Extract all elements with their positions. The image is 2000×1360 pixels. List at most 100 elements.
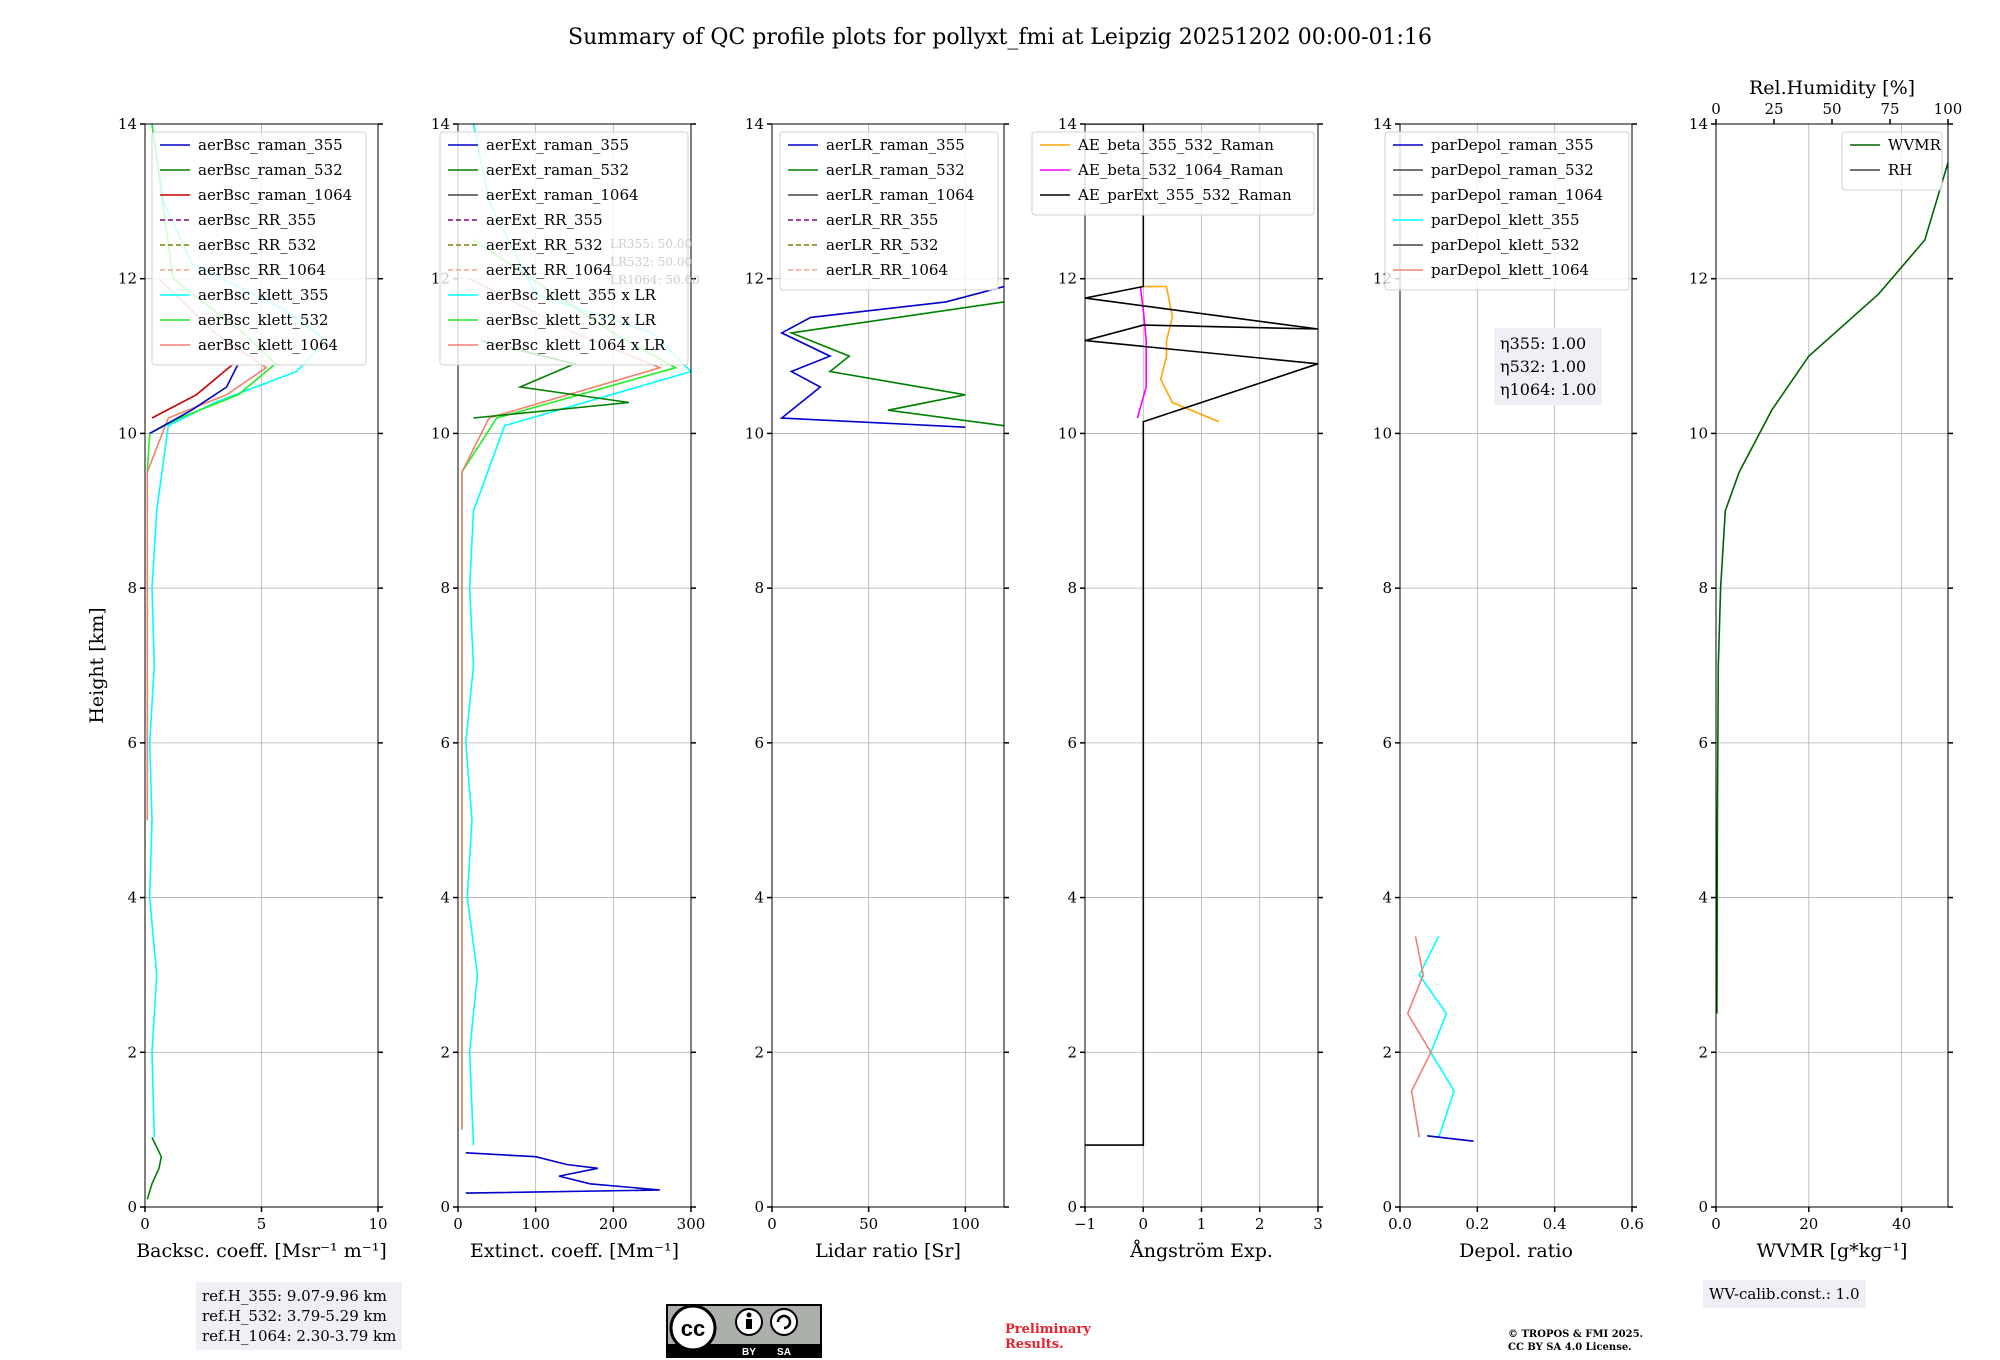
ytick-label-bsc: 12 [118, 270, 137, 288]
refh-1064: ref.H_1064: 2.30-3.79 km [202, 1327, 397, 1345]
legend-label-bsc: aerBsc_klett_532 [198, 311, 329, 329]
ytick-label-ext: 8 [440, 579, 450, 597]
ytick-label-lr: 0 [754, 1198, 764, 1216]
copyright-note: © TROPOS & FMI 2025. CC BY SA 4.0 Licens… [1508, 1328, 1643, 1354]
legend-label-depol: parDepol_klett_355 [1431, 211, 1580, 229]
ytick-label-wvmr: 12 [1689, 270, 1708, 288]
ytick-label-lr: 12 [745, 270, 764, 288]
legend-frame-ext [439, 131, 689, 366]
refh-532: ref.H_532: 3.79-5.29 km [202, 1307, 387, 1325]
xtick-label-ae: 1 [1197, 1215, 1207, 1233]
ytick-label-depol: 14 [1373, 115, 1392, 133]
ytick-label-wvmr: 10 [1689, 424, 1708, 442]
legend-label-wvmr: RH [1888, 161, 1912, 179]
xaxis-label-wvmr: WVMR [g*kg⁻¹] [1757, 1240, 1908, 1262]
svg-text:cc: cc [681, 1316, 705, 1341]
preliminary-note: Preliminary Results. [1005, 1322, 1091, 1352]
wv-calib-const: WV-calib.const.: 1.0 [1709, 1285, 1860, 1303]
ytick-label-ae: 8 [1067, 579, 1077, 597]
legend-label-lr: aerLR_raman_355 [826, 136, 965, 154]
ytick-label-depol: 8 [1382, 579, 1392, 597]
series-aerBsc_klett_1064 x LR [461, 277, 663, 1130]
legend-label-bsc: aerBsc_RR_1064 [198, 261, 326, 279]
legend-label-depol: parDepol_raman_1064 [1431, 186, 1603, 204]
xtick-label-depol: 0.4 [1543, 1215, 1567, 1233]
legend-bsc: aerBsc_raman_355 aerBsc_raman_532 aerBsc_r… [151, 131, 367, 366]
xtick-top-label-wvmr: 75 [1880, 100, 1899, 118]
ytick-label-depol: 4 [1382, 889, 1392, 907]
ytick-label-wvmr: 4 [1698, 889, 1708, 907]
eta-1064: η1064: 1.00 [1500, 380, 1597, 399]
axes-frame-ext [457, 123, 692, 1208]
legend-label-bsc: aerBsc_raman_532 [198, 161, 343, 179]
ytick-label-wvmr: 0 [1698, 1198, 1708, 1216]
ytick-label-ae: 14 [1058, 115, 1077, 133]
ytick-label-ext: 6 [440, 734, 450, 752]
xtick-label-ae: 3 [1313, 1215, 1323, 1233]
xtick-label-wvmr: 40 [1892, 1215, 1911, 1233]
xtick-label-bsc: 0 [140, 1215, 150, 1233]
ytick-label-bsc: 0 [127, 1198, 137, 1216]
xaxis-label-ae: Ångström Exp. [1129, 1240, 1273, 1262]
series-parDepol_klett_1064 [1406, 936, 1432, 1138]
legend-depol: parDepol_raman_355 parDepol_raman_532 parD… [1384, 131, 1630, 291]
ytick-label-lr: 4 [754, 889, 764, 907]
xtick-label-ext: 200 [599, 1215, 628, 1233]
ytick-label-wvmr: 14 [1689, 115, 1708, 133]
xtick-label-ae: 2 [1255, 1215, 1265, 1233]
series-aerLR_raman_355 [779, 285, 1004, 428]
series-AE_beta_532_1064_Raman [1136, 286, 1147, 419]
panel-ext: 024681012140100200300Extinct. coeff. [Mm… [431, 115, 705, 1262]
panel-lr: 0 2 4 6 8 10 12 14 0 50 100 Lidar ratio [Sr] aerLR_r… [745, 115, 1009, 1262]
xaxis-label-ext: Extinct. coeff. [Mm⁻¹] [470, 1240, 679, 1262]
ytick-label-ae: 12 [1058, 270, 1077, 288]
ytick-label-lr: 8 [754, 579, 764, 597]
series-aerBsc_raman_532 [146, 1137, 163, 1200]
legend-frame-bsc [151, 131, 367, 366]
xaxis-label-depol: Depol. ratio [1459, 1240, 1573, 1262]
legend-label-bsc: aerBsc_klett_1064 [198, 336, 338, 354]
lr-label-ext: LR355: 50.00 [610, 237, 692, 251]
series-aerBsc_klett_532 x LR [461, 239, 678, 1130]
axes-frame-wvmr [1715, 123, 1949, 1208]
legend-frame-wvmr [1841, 131, 1943, 191]
series-aerExt_raman_355 [465, 1152, 660, 1194]
series-group-lr [779, 285, 1004, 428]
panel-bsc: 0 2 4 6 8 10 12 14 0 5 10 Backsc. coeff. [Msr⁻¹ m⁻¹… [86, 115, 388, 1262]
xtick-label-lr: 50 [859, 1215, 878, 1233]
wv-calib-box: WV-calib.const.: 1.0 [1703, 1280, 1866, 1308]
axes-frame-depol [1399, 123, 1633, 1208]
series-group-depol [1406, 935, 1474, 1142]
ytick-label-lr: 14 [745, 115, 764, 133]
ytick-label-ae: 6 [1067, 734, 1077, 752]
axes-frame-lr [771, 123, 1005, 1208]
legend-label-ext: aerExt_raman_355 [486, 136, 629, 154]
cc-sa-text: SA [777, 1347, 791, 1358]
legend-label-depol: parDepol_raman_355 [1431, 136, 1594, 154]
legend-label-depol: parDepol_raman_532 [1431, 161, 1594, 179]
ytick-label-ae: 10 [1058, 424, 1077, 442]
ytick-label-wvmr: 2 [1698, 1043, 1708, 1061]
legend-label-lr: aerLR_raman_532 [826, 161, 965, 179]
series-group-ae [1085, 124, 1318, 1146]
refh-355: ref.H_355: 9.07-9.96 km [202, 1287, 387, 1305]
legend-label-ae: AE_beta_355_532_Raman [1077, 136, 1274, 154]
legend-label-bsc: aerBsc_RR_532 [198, 236, 316, 254]
legend-label-ae: AE_beta_532_1064_Raman [1077, 161, 1284, 179]
legend-label-bsc: aerBsc_raman_1064 [198, 186, 352, 204]
ytick-label-ae: 4 [1067, 889, 1077, 907]
ytick-label-lr: 2 [754, 1043, 764, 1061]
ytick-label-lr: 10 [745, 424, 764, 442]
xtick-label-depol: 0.0 [1388, 1215, 1412, 1233]
xtick-top-label-wvmr: 100 [1934, 100, 1963, 118]
xtick-label-ae: 0 [1138, 1215, 1148, 1233]
yaxis-label-bsc: Height [km] [86, 607, 108, 723]
xaxis-label-lr: Lidar ratio [Sr] [815, 1240, 961, 1262]
legend-label-ext: aerBsc_klett_1064 x LR [486, 336, 666, 354]
legend-label-bsc: aerBsc_RR_355 [198, 211, 316, 229]
legend-label-lr: aerLR_RR_355 [826, 211, 938, 229]
xaxis-top-label-wvmr: Rel.Humidity [%] [1749, 77, 1915, 99]
legend-label-ext: aerBsc_klett_355 x LR [486, 286, 657, 304]
